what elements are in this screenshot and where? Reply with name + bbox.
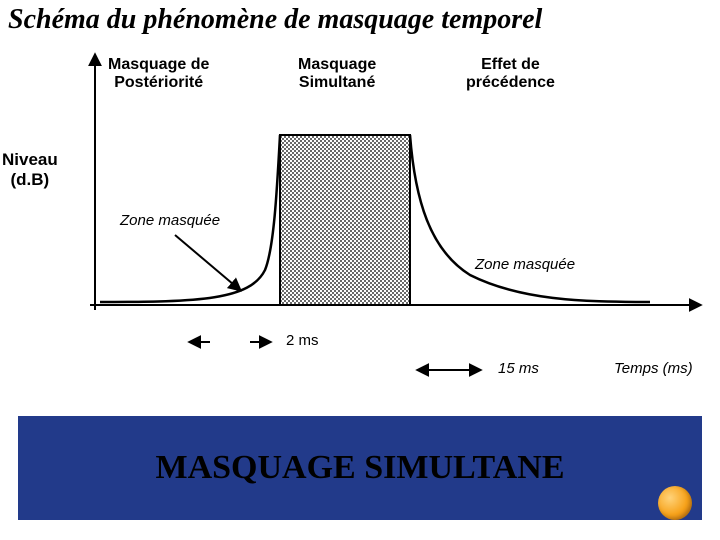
pre-masking-curve	[100, 135, 280, 302]
banner-text: MASQUAGE SIMULTANE	[155, 449, 564, 487]
post-masking-curve	[410, 135, 650, 302]
banner: MASQUAGE SIMULTANE	[18, 416, 702, 520]
masking-block	[280, 135, 410, 305]
bullet-icon	[658, 486, 692, 520]
diagram-svg	[0, 0, 720, 420]
zone-left-pointer	[175, 235, 240, 290]
